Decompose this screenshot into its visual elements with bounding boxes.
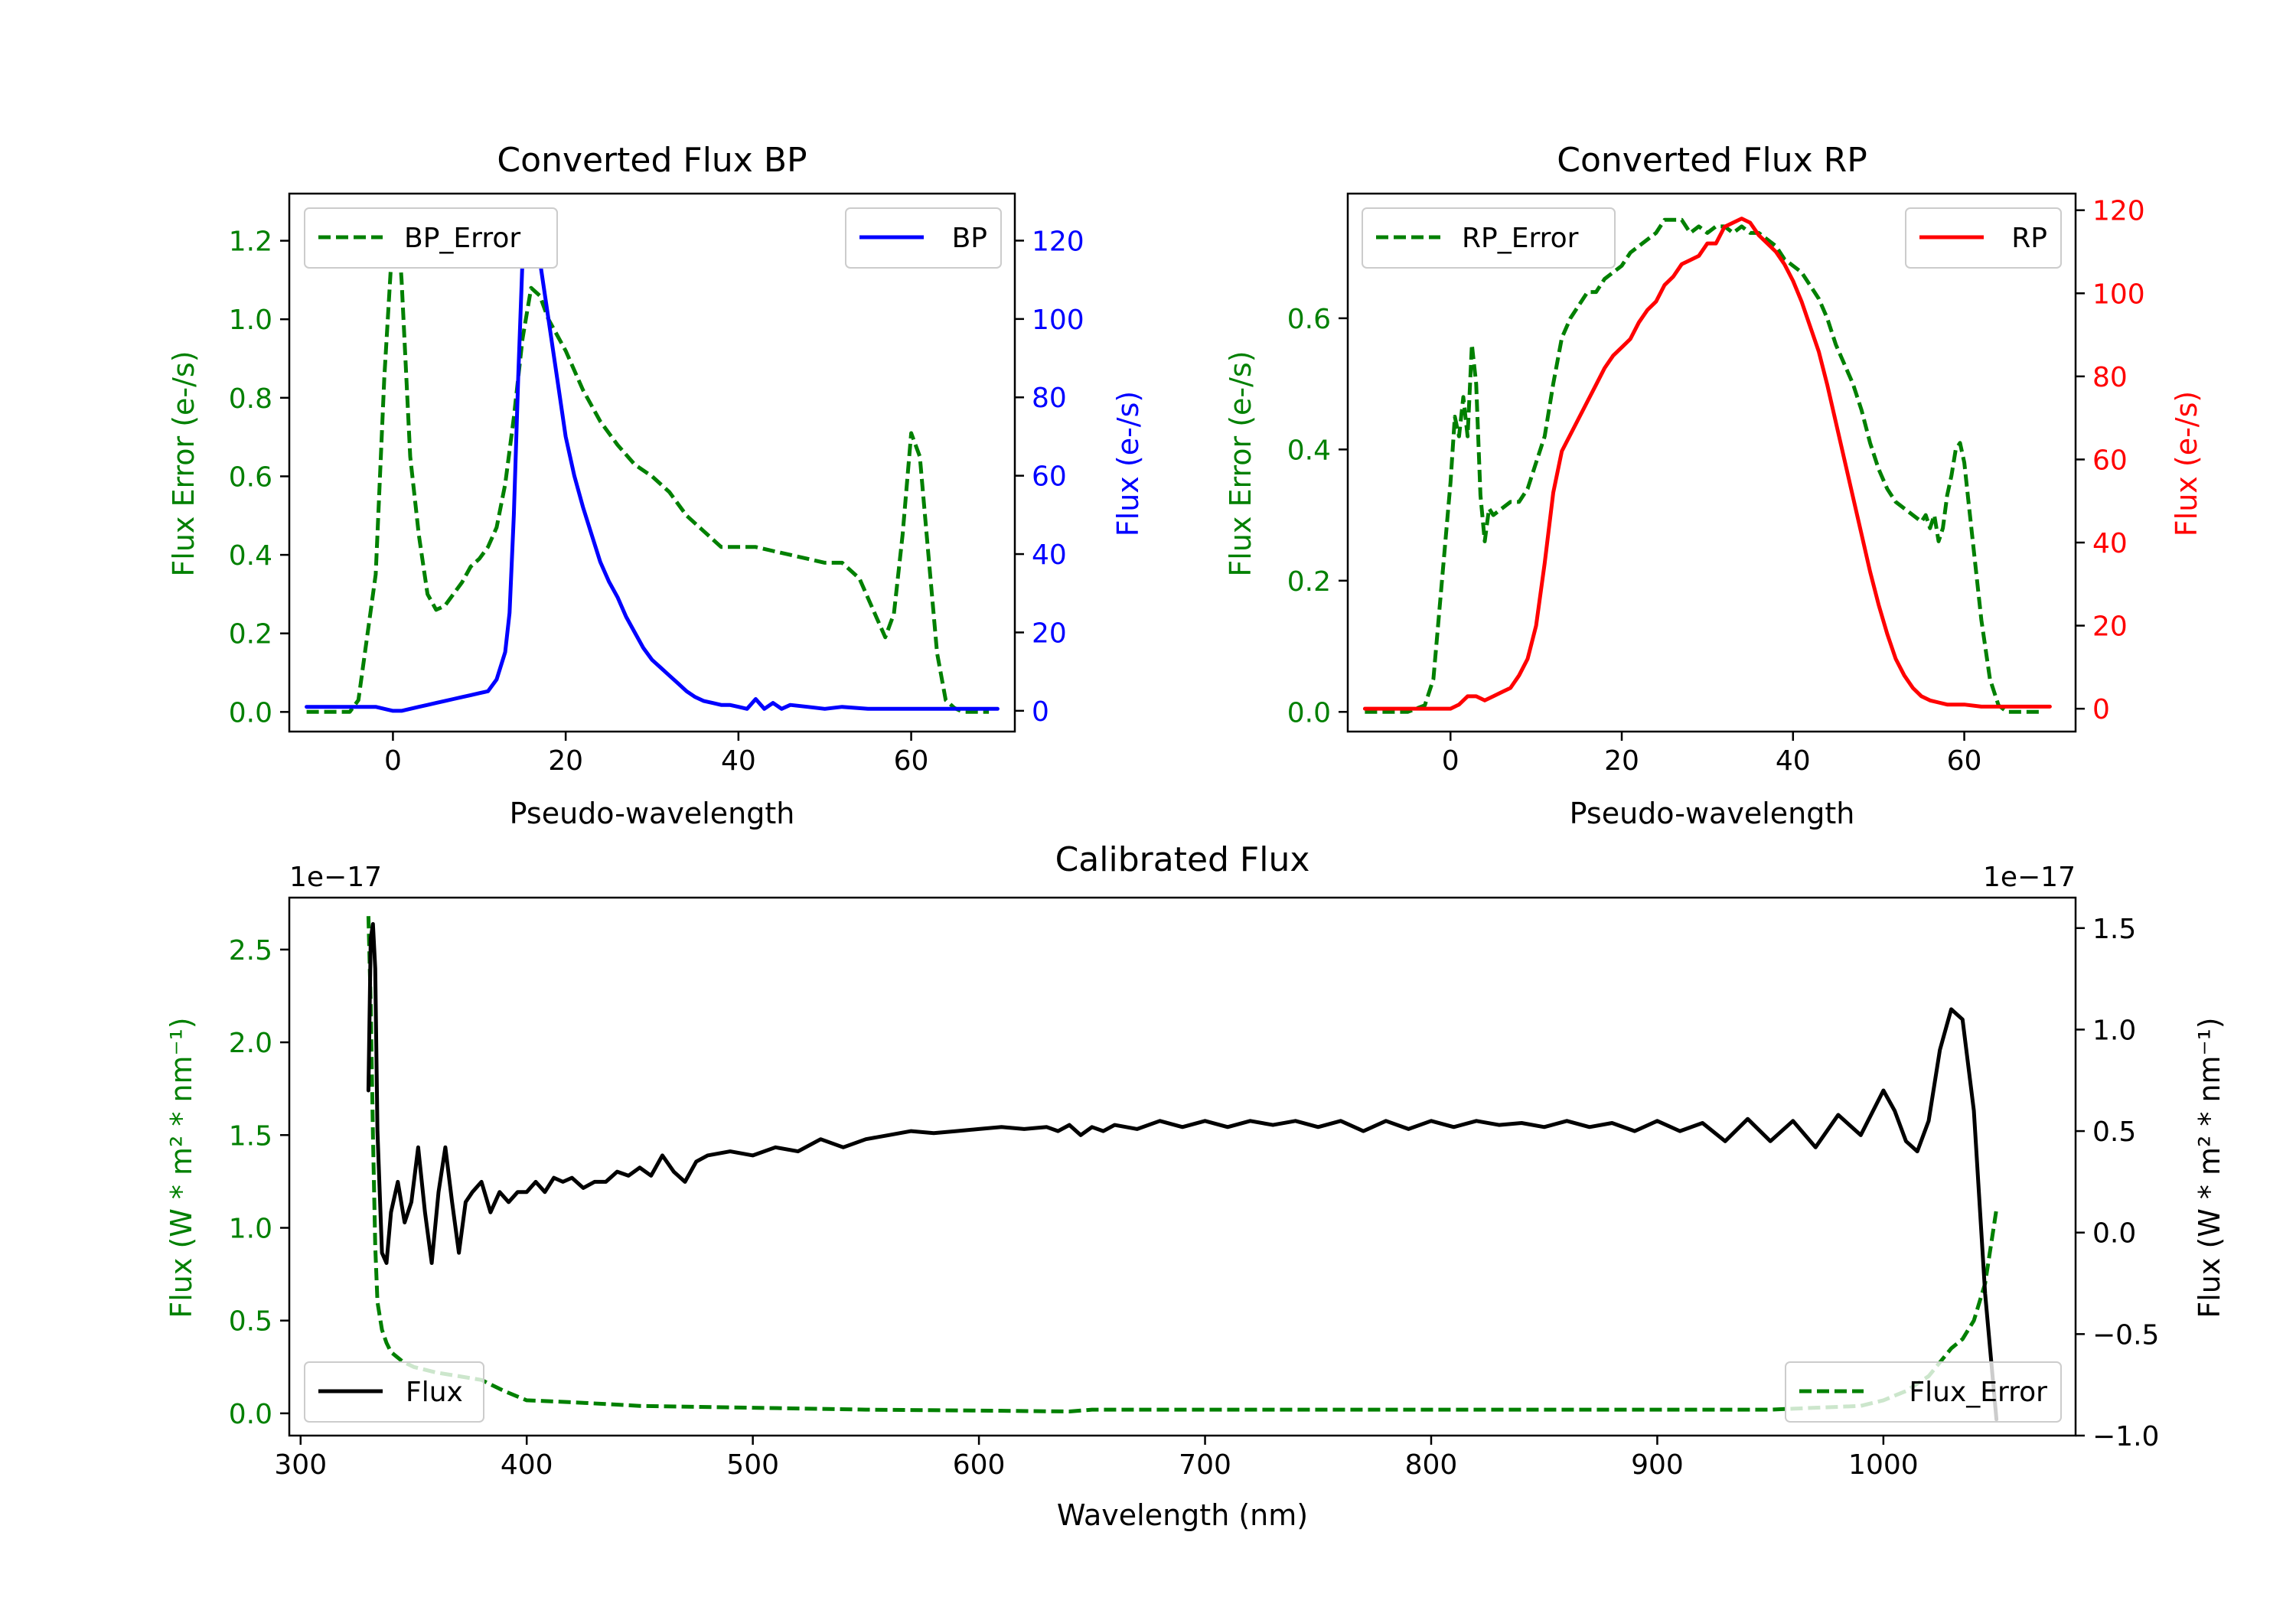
calibrated-right-tick-label: 0.5 (2092, 1116, 2136, 1148)
bp-error-legend-label: BP_Error (404, 223, 520, 254)
rp-left-tick-label: 0.2 (1287, 566, 1331, 598)
rp-series-rp-line (1362, 217, 2052, 711)
calibrated-right-tick-label: 1.5 (2092, 914, 2136, 945)
calibrated-x-tick-label: 900 (1631, 1449, 1684, 1481)
bp-left-tick-label: 0.8 (229, 383, 272, 415)
bp-series-bp-line (305, 215, 1000, 713)
rp-left-tick-label: 0.0 (1287, 697, 1331, 729)
calibrated-x-tick-label: 700 (1179, 1449, 1231, 1481)
bp-ticks-layer: 0 20 40 60 0.0 0.2 0.4 0.6 0.8 1.0 1.2 0 20 40 60 80 100… (229, 226, 1084, 777)
rp-right-tick-label: 40 (2092, 528, 2128, 559)
calibrated-x-tick-label: 600 (953, 1449, 1006, 1481)
rp-right-tick-label: 60 (2092, 445, 2128, 476)
calibrated-right-tick-label: −0.5 (2092, 1319, 2159, 1351)
bp-legend-label: BP (952, 223, 987, 254)
bp-right-tick-label: 20 (1032, 618, 1067, 649)
calibrated-x-tick-label: 400 (501, 1449, 553, 1481)
rp-plot-frame (1346, 192, 2077, 733)
rp-x-tick-label: 0 (1442, 745, 1459, 777)
rp-error-legend: RP_Error (1362, 207, 1616, 269)
calibrated-left-tick-label: 0.5 (229, 1306, 272, 1338)
calibrated-right-axis-label: Flux (W * m² * nm⁻¹) (2193, 1017, 2226, 1318)
bp-right-tick-label: 40 (1032, 539, 1067, 571)
calibrated-series-flux-line (366, 922, 1999, 1422)
bp-right-tick-label: 120 (1032, 226, 1084, 257)
bp-right-axis-label: Flux (e-/s) (1111, 391, 1145, 536)
rp-chart-title: Converted Flux RP (1557, 141, 1867, 180)
bp-x-tick-label: 0 (384, 745, 402, 777)
rp-series-rp-error-line (1365, 217, 2042, 714)
calibrated-left-tick-label: 2.0 (229, 1028, 272, 1059)
flux-error-legend: Flux_Error (1785, 1361, 2062, 1423)
bp-left-tick-label: 0.2 (229, 619, 272, 650)
calibrated-left-tick-label: 2.5 (229, 935, 272, 966)
bp-series-bp-error-line (306, 215, 990, 714)
calibrated-right-tick-label: 1.0 (2092, 1015, 2136, 1046)
calibrated-left-tick-label: 1.5 (229, 1120, 272, 1152)
rp-right-tick-label: 100 (2092, 279, 2145, 310)
flux-legend: Flux (304, 1361, 484, 1423)
calibrated-left-tick-label: 1.0 (229, 1213, 272, 1244)
calibrated-x-tick-label: 1000 (1848, 1449, 1919, 1481)
rp-right-tick-label: 80 (2092, 362, 2128, 393)
calibrated-x-tick-label: 300 (274, 1449, 327, 1481)
bp-left-tick-label: 0.4 (229, 540, 272, 572)
bp-right-tick-label: 100 (1032, 305, 1084, 336)
rp-ticks-layer: 0 20 40 60 0.0 0.2 0.4 0.6 0 20 40 60 80 100 120 (1287, 196, 2145, 777)
bp-series-layer (305, 215, 1000, 714)
rp-left-tick-label: 0.6 (1287, 304, 1331, 335)
calibrated-right-tick-label: −1.0 (2092, 1421, 2159, 1452)
rp-right-axis-label: Flux (e-/s) (2170, 391, 2203, 536)
rp-right-tick-label: 20 (2092, 611, 2128, 643)
rp-chart: Converted Flux RP 0 20 40 60 0.0 0.2 0.4 0.6 0 20… (1224, 141, 2203, 830)
rp-legend: RP (1905, 207, 2062, 269)
calibrated-ticks-layer: 300 400 500 600 700 800 900 1000 0.0 0.5 1.0 1.5 2.0… (229, 914, 2160, 1481)
rp-series-layer (1362, 217, 2052, 714)
bp-right-tick-label: 80 (1032, 383, 1067, 414)
bp-x-axis-label: Pseudo-wavelength (510, 797, 795, 830)
bp-legend: BP (845, 207, 1002, 269)
bp-x-tick-label: 60 (894, 745, 929, 777)
calibrated-x-tick-label: 500 (726, 1449, 779, 1481)
bp-error-legend: BP_Error (304, 207, 558, 269)
bp-left-axis-label: Flux Error (e-/s) (167, 350, 201, 576)
bp-left-tick-label: 1.2 (229, 227, 272, 258)
calibrated-x-tick-label: 800 (1405, 1449, 1458, 1481)
rp-left-tick-label: 0.4 (1287, 435, 1331, 466)
calibrated-left-tick-label: 0.0 (229, 1399, 272, 1430)
bp-x-tick-label: 40 (721, 745, 756, 777)
bp-x-tick-label: 20 (548, 745, 583, 777)
rp-x-tick-label: 40 (1776, 745, 1811, 777)
rp-right-tick-label: 0 (2092, 694, 2110, 725)
calibrated-left-offset-text: 1e−17 (289, 862, 382, 893)
rp-right-tick-label: 120 (2092, 196, 2145, 227)
bp-right-tick-label: 60 (1032, 461, 1067, 493)
bp-chart-title: Converted Flux BP (497, 141, 807, 180)
rp-x-axis-label: Pseudo-wavelength (1570, 797, 1855, 830)
calibrated-chart: Calibrated Flux 1e−17 1e−17 300 400 500 600… (165, 840, 2226, 1532)
calibrated-plot-frame (288, 896, 2077, 1437)
bp-chart: Converted Flux BP 0 20 40 60 0.0 0.2 0.4 0.6 0.8… (167, 141, 1145, 830)
bp-left-tick-label: 1.0 (229, 305, 272, 336)
bp-left-tick-label: 0.6 (229, 461, 272, 493)
bp-plot-frame (288, 192, 1016, 733)
bp-right-tick-label: 0 (1032, 696, 1049, 728)
calibrated-chart-title: Calibrated Flux (1055, 840, 1310, 879)
calibrated-right-offset-text: 1e−17 (1983, 862, 2076, 893)
calibrated-right-tick-label: 0.0 (2092, 1218, 2136, 1250)
rp-x-tick-label: 60 (1947, 745, 1982, 777)
flux-error-legend-label: Flux_Error (1909, 1377, 2047, 1408)
calibrated-x-axis-label: Wavelength (nm) (1057, 1498, 1308, 1532)
bp-left-tick-label: 0.0 (229, 697, 272, 729)
calibrated-left-axis-label: Flux (W * m² * nm⁻¹) (165, 1017, 198, 1318)
rp-x-tick-label: 20 (1604, 745, 1639, 777)
rp-error-legend-label: RP_Error (1462, 223, 1579, 254)
flux-legend-label: Flux (406, 1377, 463, 1408)
rp-legend-label: RP (2011, 223, 2047, 254)
rp-left-axis-label: Flux Error (e-/s) (1224, 350, 1257, 576)
